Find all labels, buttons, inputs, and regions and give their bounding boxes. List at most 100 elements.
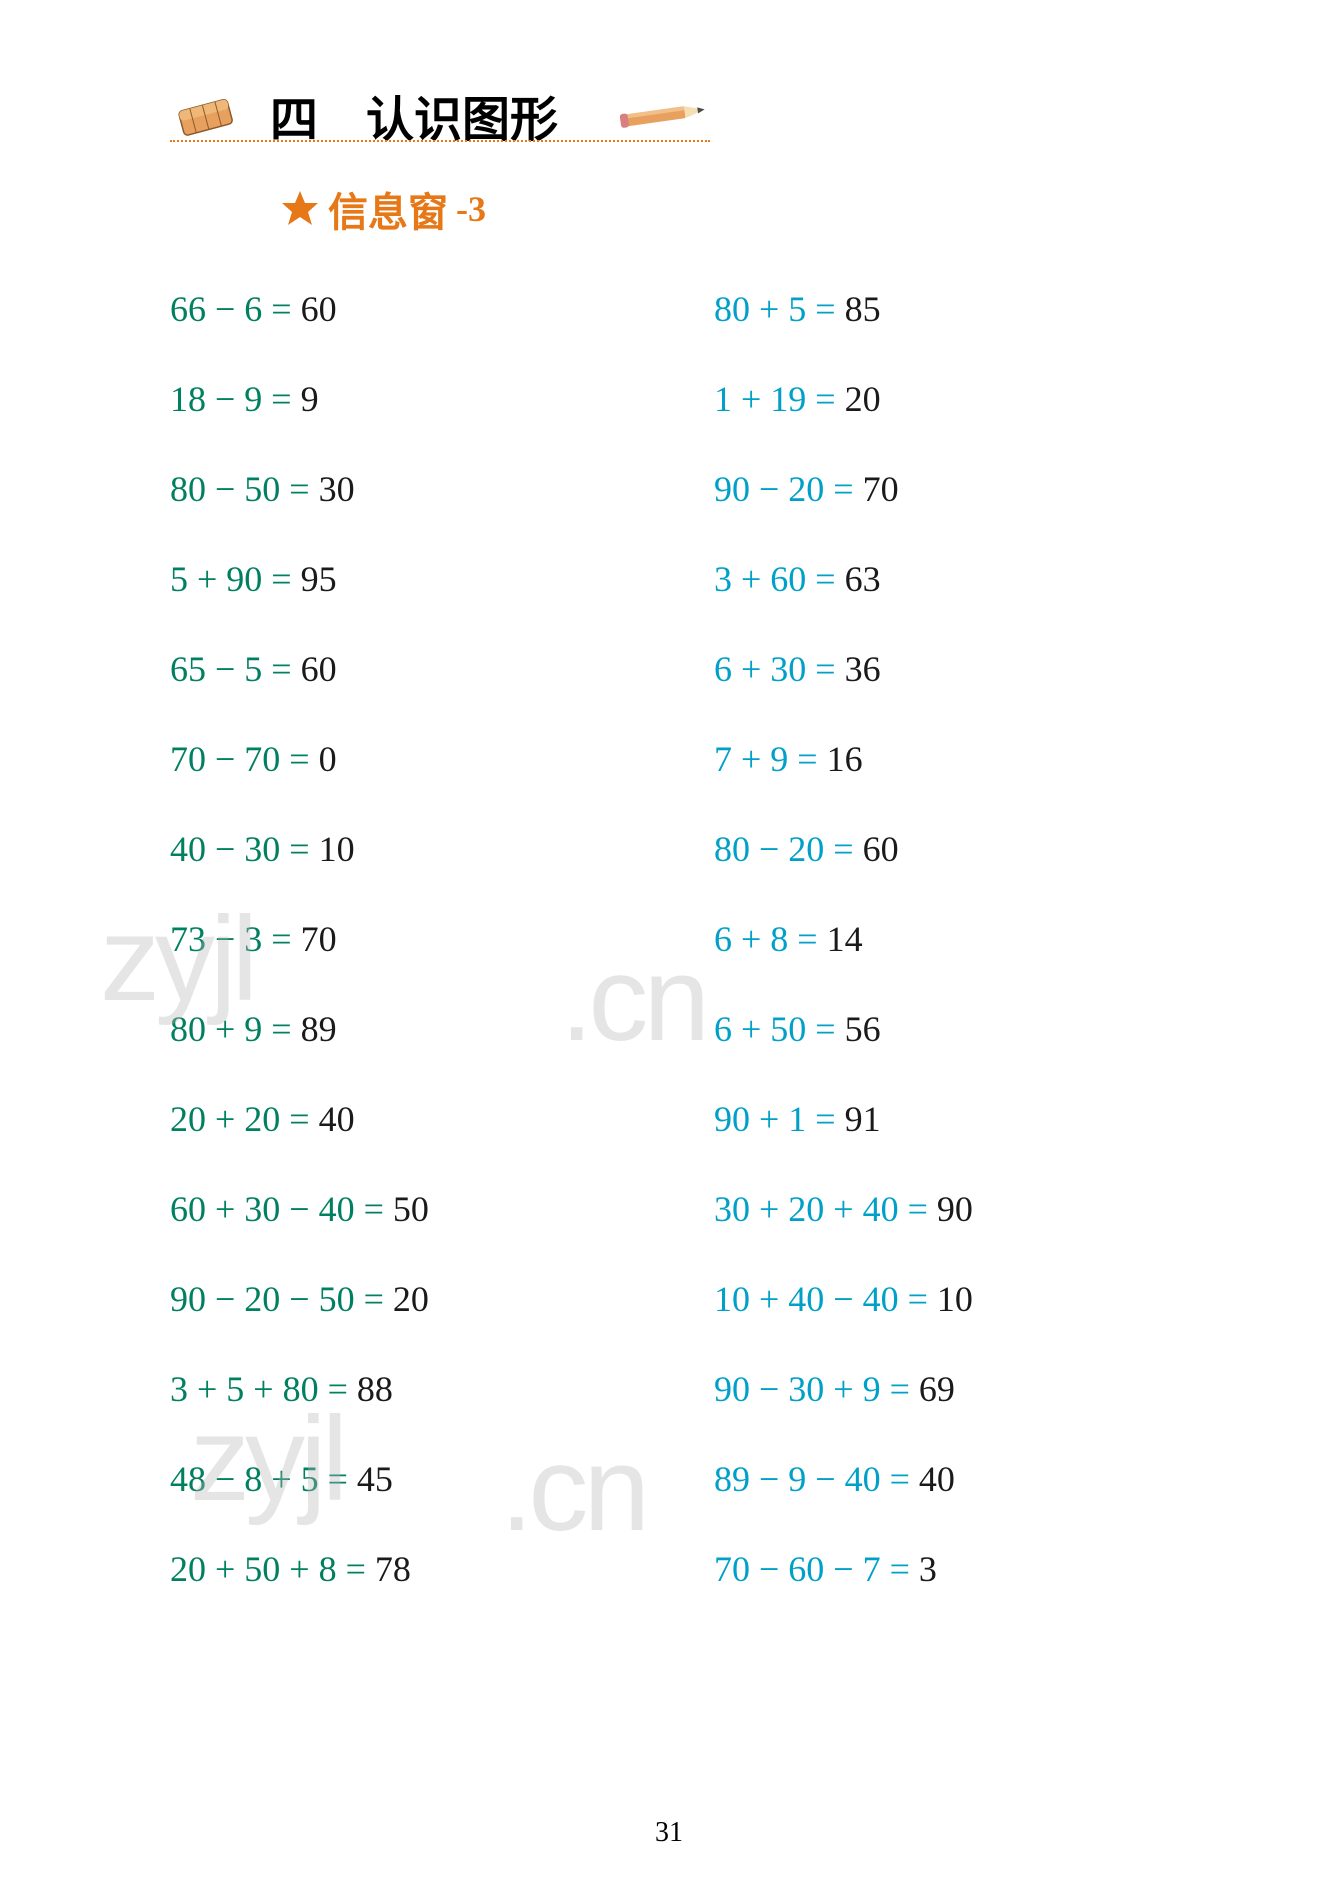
problem-expression: 40 − 30 =: [170, 829, 319, 869]
left-column: 66 − 6 = 60 18 − 9 = 9 80 − 50 = 30 5 + 90 …: [170, 288, 694, 1638]
problem-row: 18 − 9 = 9: [170, 378, 694, 420]
problem-row: 48 − 8 + 5 = 45: [170, 1458, 694, 1500]
problem-expression: 90 − 20 − 50 =: [170, 1279, 393, 1319]
problem-expression: 6 + 8 =: [714, 919, 827, 959]
problem-answer: 10: [937, 1279, 973, 1319]
problem-row: 73 − 3 = 70: [170, 918, 694, 960]
problems-container: 66 − 6 = 6018 − 9 = 980 − 50 = 305 + 90 …: [170, 288, 1238, 1638]
problem-row: 40 − 30 = 10: [170, 828, 694, 870]
problem-row: 20 + 50 + 8 = 78: [170, 1548, 694, 1590]
problem-expression: 80 − 20 =: [714, 829, 863, 869]
problem-row: 5 + 90 = 95: [170, 558, 694, 600]
subtitle-number: -3: [456, 188, 486, 230]
problem-expression: 6 + 50 =: [714, 1009, 845, 1049]
problem-row: 6 + 30 = 36: [714, 648, 1238, 690]
subtitle-section: 信息窗 -3: [280, 180, 1238, 238]
problem-answer: 50: [393, 1189, 429, 1229]
problem-row: 10 + 40 − 40 = 10: [714, 1278, 1238, 1320]
subtitle-text: 信息窗: [328, 180, 448, 238]
problem-row: 70 − 70 = 0: [170, 738, 694, 780]
problem-row: 6 + 50 = 56: [714, 1008, 1238, 1050]
problem-expression: 60 + 30 − 40 =: [170, 1189, 393, 1229]
problem-expression: 73 − 3 =: [170, 919, 301, 959]
title-underline: [170, 140, 710, 142]
problem-expression: 30 + 20 + 40 =: [714, 1189, 937, 1229]
problem-answer: 40: [319, 1099, 355, 1139]
problem-answer: 0: [319, 739, 337, 779]
problem-answer: 90: [937, 1189, 973, 1229]
problem-expression: 3 + 5 + 80 =: [170, 1369, 357, 1409]
problem-answer: 56: [845, 1009, 881, 1049]
problem-expression: 6 + 30 =: [714, 649, 845, 689]
problem-row: 3 + 60 = 63: [714, 558, 1238, 600]
problem-expression: 80 − 50 =: [170, 469, 319, 509]
problem-answer: 78: [375, 1549, 411, 1589]
problem-expression: 20 + 50 + 8 =: [170, 1549, 375, 1589]
problem-expression: 1 + 19 =: [714, 379, 845, 419]
problem-expression: 20 + 20 =: [170, 1099, 319, 1139]
problem-expression: 66 − 6 =: [170, 289, 301, 329]
pencil-icon: [620, 95, 710, 135]
problem-answer: 36: [845, 649, 881, 689]
problem-row: 30 + 20 + 40 = 90: [714, 1188, 1238, 1230]
problem-row: 60 + 30 − 40 = 50: [170, 1188, 694, 1230]
problem-answer: 63: [845, 559, 881, 599]
problem-row: 90 − 20 − 50 = 20: [170, 1278, 694, 1320]
problem-answer: 9: [301, 379, 319, 419]
problem-answer: 60: [301, 289, 337, 329]
problem-answer: 95: [301, 559, 337, 599]
problem-expression: 7 + 9 =: [714, 739, 827, 779]
problem-answer: 45: [357, 1459, 393, 1499]
problem-row: 80 + 9 = 89: [170, 1008, 694, 1050]
star-icon: [280, 189, 320, 229]
right-column: 80 + 5 = 85 1 + 19 = 20 90 − 20 = 70 3 + 60…: [714, 288, 1238, 1638]
problem-row: 80 + 5 = 85: [714, 288, 1238, 330]
problem-expression: 65 − 5 =: [170, 649, 301, 689]
problem-answer: 14: [827, 919, 863, 959]
problem-row: 65 − 5 = 60: [170, 648, 694, 690]
title-section: 四 认识图形: [170, 80, 1238, 150]
problem-answer: 20: [393, 1279, 429, 1319]
problem-expression: 48 − 8 + 5 =: [170, 1459, 357, 1499]
problem-expression: 18 − 9 =: [170, 379, 301, 419]
problem-answer: 91: [845, 1099, 881, 1139]
problem-expression: 10 + 40 − 40 =: [714, 1279, 937, 1319]
problem-answer: 69: [919, 1369, 955, 1409]
problem-expression: 89 − 9 − 40 =: [714, 1459, 919, 1499]
problem-answer: 40: [919, 1459, 955, 1499]
problem-answer: 3: [919, 1549, 937, 1589]
problem-answer: 89: [301, 1009, 337, 1049]
problem-row: 80 − 20 = 60: [714, 828, 1238, 870]
problem-row: 66 − 6 = 60: [170, 288, 694, 330]
problem-row: 90 − 30 + 9 = 69: [714, 1368, 1238, 1410]
problem-expression: 3 + 60 =: [714, 559, 845, 599]
problem-answer: 88: [357, 1369, 393, 1409]
problem-answer: 60: [301, 649, 337, 689]
problem-row: 1 + 19 = 20: [714, 378, 1238, 420]
problem-answer: 30: [319, 469, 355, 509]
problem-expression: 70 − 70 =: [170, 739, 319, 779]
problem-row: 90 + 1 = 91: [714, 1098, 1238, 1140]
problem-row: 20 + 20 = 40: [170, 1098, 694, 1140]
problem-answer: 60: [863, 829, 899, 869]
problem-row: 6 + 8 = 14: [714, 918, 1238, 960]
problem-expression: 5 + 90 =: [170, 559, 301, 599]
problem-row: 89 − 9 − 40 = 40: [714, 1458, 1238, 1500]
problem-row: 7 + 9 = 16: [714, 738, 1238, 780]
problem-row: 3 + 5 + 80 = 88: [170, 1368, 694, 1410]
page-number: 31: [0, 1817, 1338, 1849]
page-container: 四 认识图形 信息窗 -3 66 − 6 = 60 18 − 9 = 9 80 − …: [0, 0, 1338, 1678]
problem-answer: 70: [863, 469, 899, 509]
problem-row: 70 − 60 − 7 = 3: [714, 1548, 1238, 1590]
problem-row: 80 − 50 = 30: [170, 468, 694, 510]
problem-expression: 80 + 5 =: [714, 289, 845, 329]
problem-answer: 20: [845, 379, 881, 419]
problem-row: 90 − 20 = 70: [714, 468, 1238, 510]
eraser-icon: [170, 90, 240, 140]
problem-answer: 16: [827, 739, 863, 779]
problem-expression: 80 + 9 =: [170, 1009, 301, 1049]
problem-expression: 90 − 30 + 9 =: [714, 1369, 919, 1409]
problem-expression: 90 − 20 =: [714, 469, 863, 509]
problem-expression: 70 − 60 − 7 =: [714, 1549, 919, 1589]
problem-answer: 85: [845, 289, 881, 329]
